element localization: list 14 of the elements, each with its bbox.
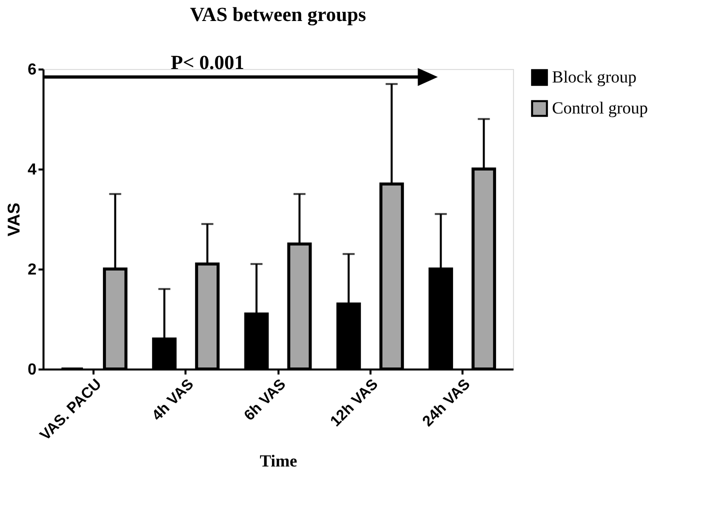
chart-title: VAS between groups [190,4,366,26]
x-tick-label: 6h VAS [240,376,290,424]
x-axis-title: Time [260,451,298,470]
y-tick-label: 0 [28,362,37,378]
x-tick-label: 24h VAS [419,376,474,430]
x-tick-label: 12h VAS [327,376,382,430]
x-tick-label: 4h VAS [148,376,198,424]
legend-label: Block group [552,68,637,86]
y-tick-label: 4 [28,162,37,178]
y-tick-label: 2 [28,262,37,278]
annotation: P< 0.001 [170,52,244,74]
y-tick-label: 6 [28,62,37,78]
legend-label: Control group [552,98,648,118]
y-axis-title: VAS [4,202,24,236]
